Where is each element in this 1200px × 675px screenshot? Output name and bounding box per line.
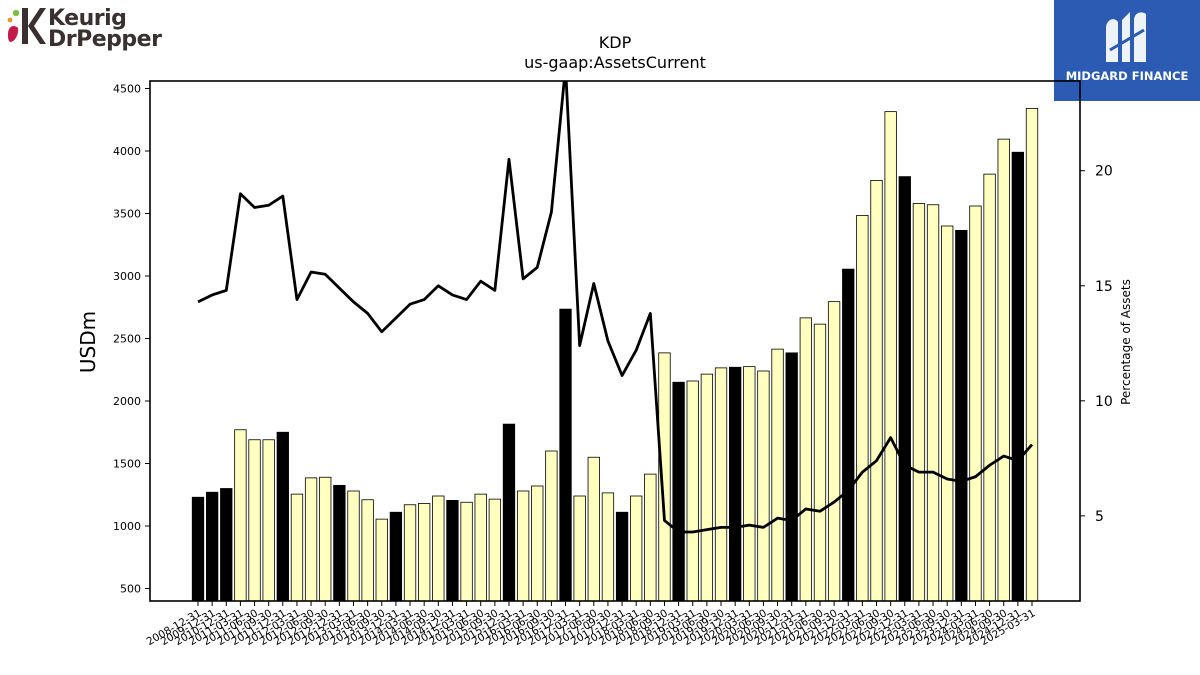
y-axis-ticks: 500 1000 1500 2000 2500 3000 3500 4000 4500 [113,83,150,596]
bar [573,495,586,602]
bar [941,225,954,602]
bar [955,229,968,602]
bar [474,493,487,602]
y-tick-label: 3500 [113,208,141,221]
bar [912,203,926,602]
bar [672,381,685,602]
y-axis-right-ticks: 5 10 15 20 [1080,164,1113,525]
bar [926,204,940,602]
plot-frame [149,80,1081,602]
bar [290,493,304,602]
bar [531,485,544,602]
keurig-dr-pepper-logo: Keurig DrPepper [4,4,162,51]
bar [615,511,629,602]
bar [460,501,473,602]
bar [333,484,346,602]
kdp-emblem-icon [7,8,46,44]
bar [488,498,502,602]
bar [700,373,714,602]
y-tick-label: 500 [120,583,141,596]
bar [403,504,417,602]
bar [827,301,841,602]
bar [813,323,827,602]
bar [234,429,247,602]
bar [729,366,742,602]
bar [983,173,996,602]
bar [191,496,205,602]
bar [1025,108,1039,602]
bar [262,439,275,602]
bar [1011,151,1025,602]
bar [248,439,261,602]
bar [587,456,600,602]
bar [870,179,883,602]
y-right-tick-label: 20 [1095,164,1113,180]
y-tick-label: 4500 [113,83,141,96]
bar [418,503,431,602]
bar [502,423,516,602]
bar [714,367,728,602]
brand-line-1: Keurig [48,6,127,31]
y-right-tick-label: 5 [1095,509,1104,525]
y-right-tick-label: 10 [1095,394,1113,410]
bar [771,348,784,602]
bar [389,511,403,602]
bar [375,518,388,602]
y-right-tick-label: 15 [1095,279,1113,295]
midgard-finance-name: MIDGARD FINANCE [1065,69,1189,83]
bar [361,499,374,602]
y-tick-label: 2000 [113,395,141,408]
bar [205,491,219,602]
bar [799,317,812,602]
bar [842,268,855,602]
bar [601,492,615,602]
y-tick-label: 3000 [113,270,141,283]
midgard-finance-logo: MIDGARD FINANCE [1054,0,1200,101]
bar [559,308,572,602]
y-tick-label: 1500 [113,458,141,471]
bar [785,352,798,602]
y-tick-label: 1000 [113,520,141,533]
bar [319,476,332,602]
midgard-emblem-icon [1106,12,1146,62]
bar [856,214,869,602]
bar [304,477,318,602]
bar-series [191,108,1039,602]
bar [644,473,657,602]
y-axis-right-label: Percentage of Assets [1119,279,1133,405]
bar [347,490,360,602]
bar [630,495,643,602]
bar [898,176,911,602]
x-axis-ticks: 2008-12-312009-12-312010-12-312011-03-31… [145,601,1038,648]
bar [757,370,770,602]
y-tick-label: 2500 [113,333,141,346]
bar [686,380,699,602]
bar [545,450,558,602]
bar [997,138,1010,602]
brand-line-2: DrPepper [48,27,162,52]
bar [516,490,530,602]
bar [432,495,445,602]
chart-title: KDP [599,33,632,52]
percentage-line [197,81,1034,534]
line-series [197,81,1034,534]
y-axis-label: USDm [76,311,100,373]
bar [884,111,897,602]
bar [276,431,289,602]
chart-subtitle: us-gaap:AssetsCurrent [524,53,706,72]
bar [969,205,982,602]
bar [743,366,756,602]
bar [446,499,459,602]
y-tick-label: 4000 [113,145,141,158]
bar [220,488,233,602]
